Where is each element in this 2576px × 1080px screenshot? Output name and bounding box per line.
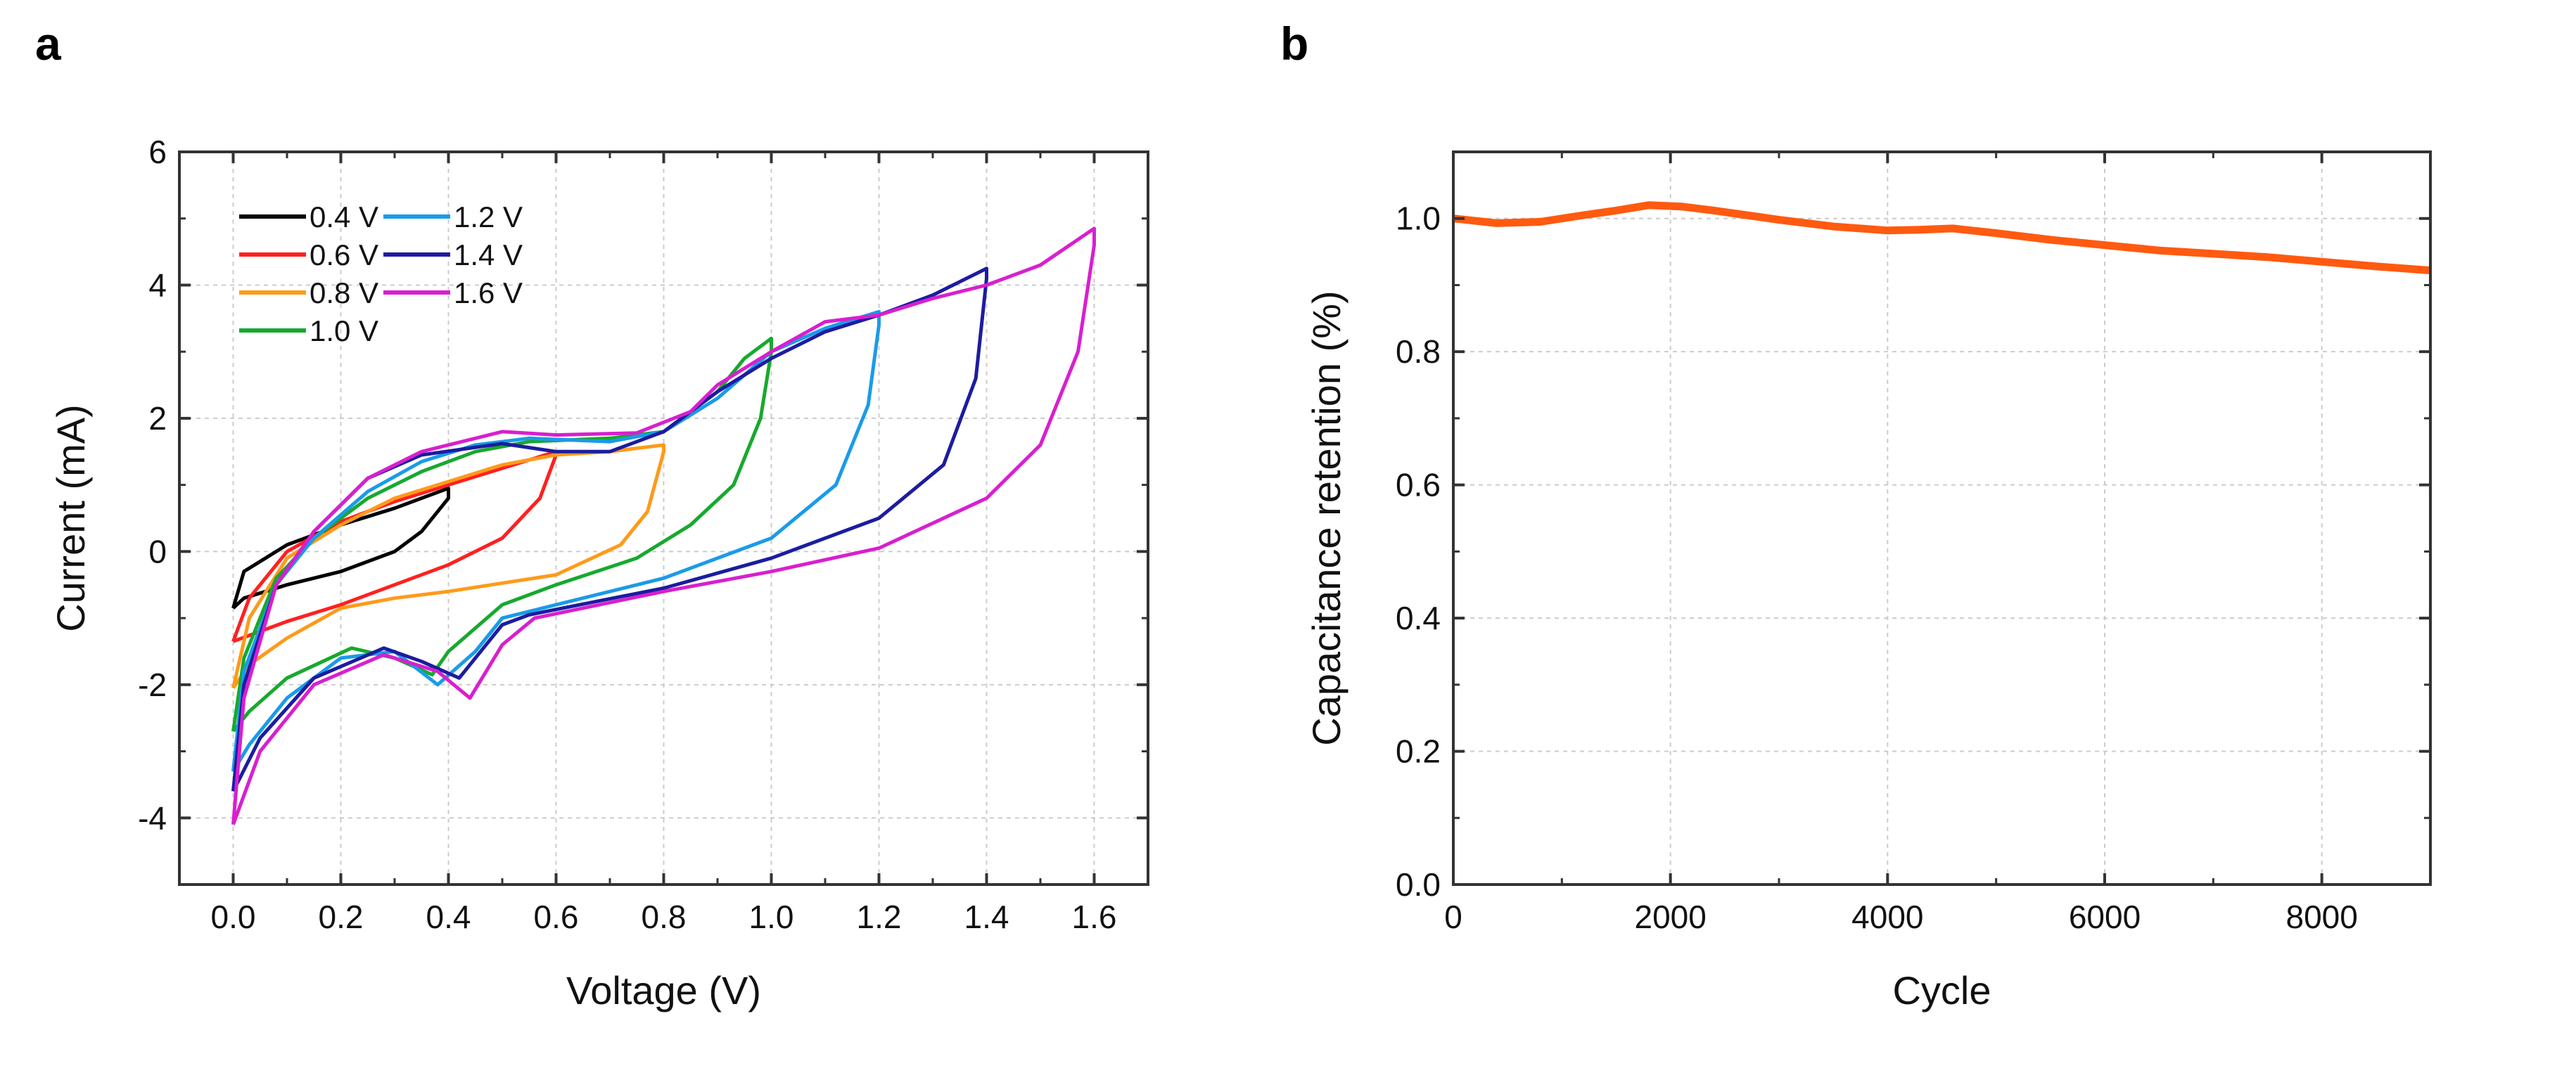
x-tick-label: 6000 <box>2069 899 2141 935</box>
y-tick-label: 6 <box>148 134 167 170</box>
y-tick-label: 4 <box>148 266 167 303</box>
x-tick-label: 1.6 <box>1072 899 1117 935</box>
legend-item: 0.6 V <box>239 238 378 271</box>
plot-frame <box>1452 150 2432 886</box>
x-tick-label: 1.2 <box>857 899 902 935</box>
y-axis-title: Capacitance retention (%) <box>1304 290 1348 745</box>
x-axis-title: Voltage (V) <box>566 968 761 1012</box>
y-tick-label: -2 <box>138 667 167 703</box>
legend-item: 1.2 V <box>383 200 523 233</box>
y-tick-label: 0.6 <box>1396 467 1441 503</box>
y-tick-label: 0.8 <box>1396 333 1441 370</box>
y-tick-label: -4 <box>138 799 167 836</box>
panel-a-cv-curves: a 0.0 0.2 0.4 0.6 0.8 1.0 1.2 1.4 1.6 -4 -2 0 2 4 6 Vol… <box>35 18 1149 1012</box>
x-tick-label: 1.0 <box>749 899 794 935</box>
panel-label-b: b <box>1280 18 1308 70</box>
series-line-0-8-v <box>231 443 665 690</box>
x-tick-label: 4000 <box>1851 899 1923 935</box>
x-tick-label: 0.6 <box>534 899 579 935</box>
legend-item: 0.8 V <box>239 276 378 309</box>
x-tick-label: 0.4 <box>426 899 471 935</box>
x-tick-label: 0.0 <box>211 899 256 935</box>
y-axis-title: Current (mA) <box>49 404 93 632</box>
y-tick-label: 0.2 <box>1396 733 1441 770</box>
y-tick-label: 0 <box>148 533 167 570</box>
legend-label: 1.2 V <box>454 200 523 233</box>
panel-label-a: a <box>35 18 62 70</box>
x-tick-label: 0.8 <box>642 899 687 935</box>
legend-item: 1.4 V <box>383 238 523 271</box>
x-tick-label: 0.2 <box>319 899 364 935</box>
legend-item: 1.0 V <box>239 314 378 347</box>
legend: 0.4 V 0.6 V 0.8 V 1.0 V 1.2 V 1.4 V 1.6 V <box>239 200 523 347</box>
x-tick-label: 0 <box>1444 899 1462 935</box>
x-tick-label: 8000 <box>2285 899 2357 935</box>
series-line-retention <box>1453 201 2431 275</box>
y-tick-label: 0.4 <box>1396 600 1441 636</box>
series-line-1-6-v <box>231 226 1096 825</box>
x-tick-label: 1.4 <box>964 899 1009 935</box>
panel-b-capacitance-retention: b 0 2000 4000 6000 8000 0.0 0.2 0.4 0.6 0.8 1.0 Cyc… <box>1280 18 2432 1012</box>
legend-label: 0.4 V <box>310 200 378 233</box>
x-axis-title: Cycle <box>1892 968 1991 1012</box>
y-tick-label: 2 <box>148 400 167 437</box>
legend-item: 1.6 V <box>383 276 523 309</box>
legend-label: 1.6 V <box>454 276 523 309</box>
legend-label: 0.8 V <box>310 276 378 309</box>
series-line-0-4-v <box>231 486 450 610</box>
legend-label: 1.4 V <box>454 238 523 271</box>
series-line-1-4-v <box>231 266 988 792</box>
y-tick-label: 0.0 <box>1396 866 1441 903</box>
legend-label: 1.0 V <box>310 314 378 347</box>
legend-item: 0.4 V <box>239 200 378 233</box>
legend-label: 0.6 V <box>310 238 378 271</box>
x-tick-label: 2000 <box>1634 899 1706 935</box>
y-tick-label: 1.0 <box>1396 200 1441 237</box>
series-line-1-2-v <box>231 309 881 773</box>
